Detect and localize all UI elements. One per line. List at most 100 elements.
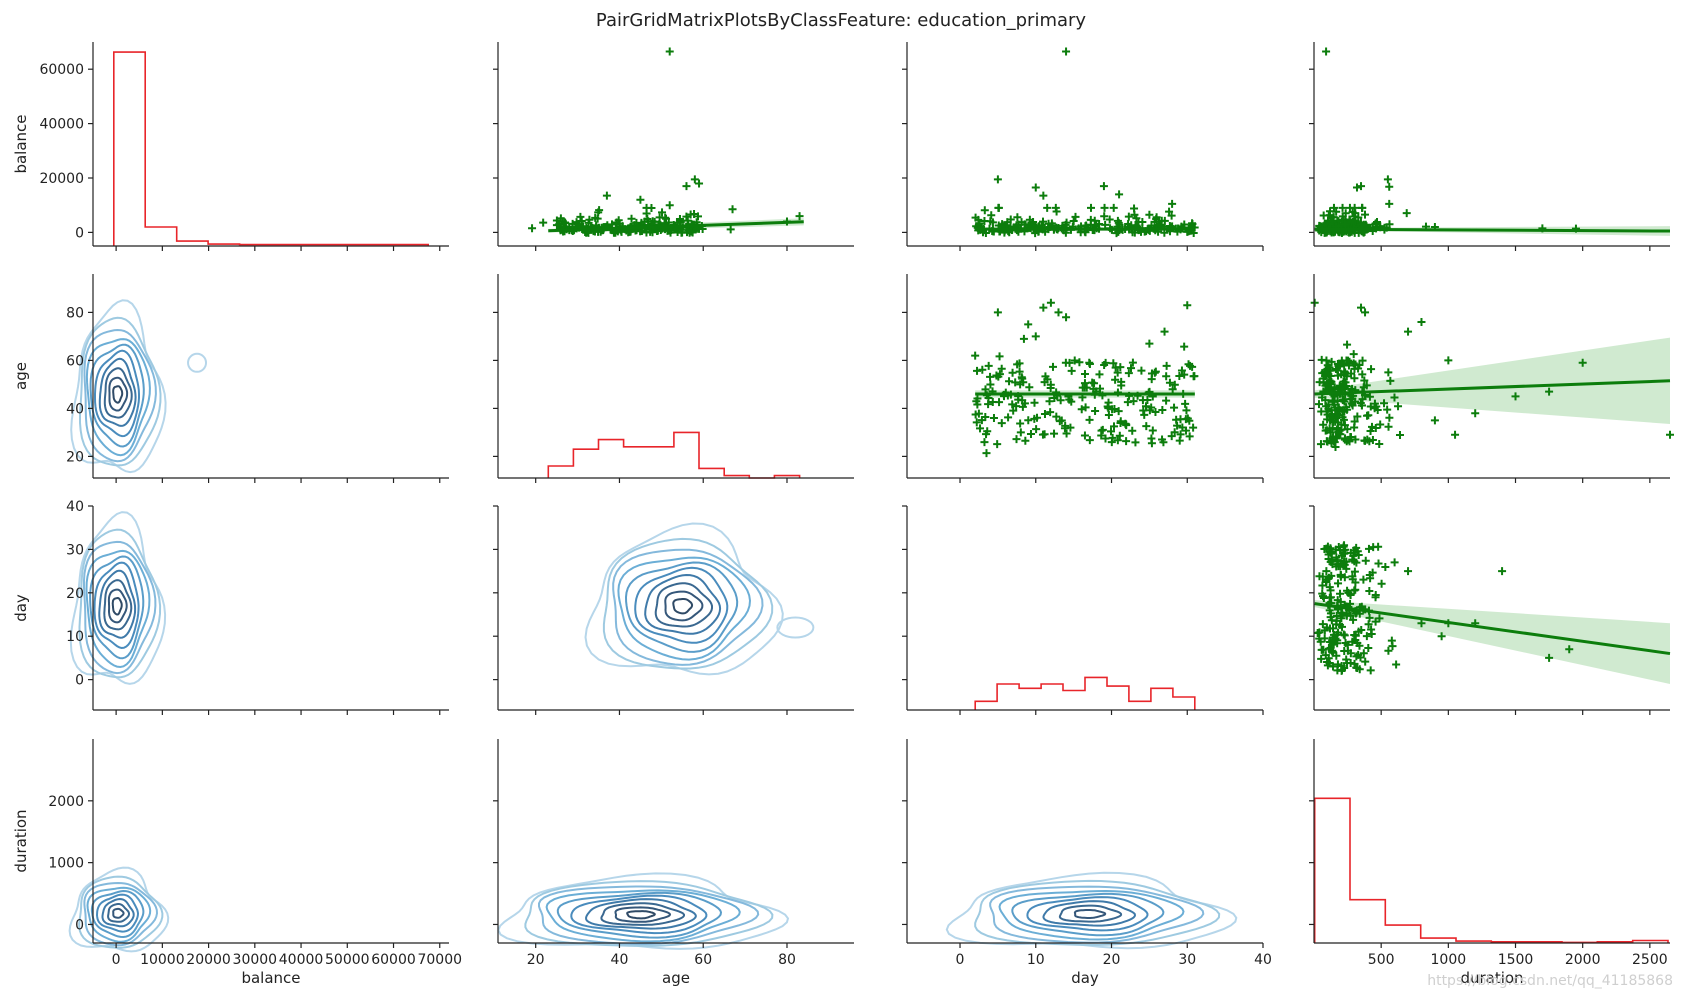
scatter-point: [658, 208, 667, 217]
scatter-point: [971, 213, 980, 222]
scatter-outlier-point: [971, 351, 980, 360]
kde-contour-secondary: [187, 352, 208, 373]
scatter-point: [1115, 220, 1124, 229]
scatter-point: [1329, 662, 1338, 671]
y-tick-label: 40: [66, 401, 84, 417]
figure-title: PairGridMatrixPlotsByClassFeature: educa…: [596, 10, 1086, 31]
y-tick-label: 2000: [48, 794, 84, 810]
scatter-point: [1080, 369, 1089, 378]
y-axis-label-duration: duration: [12, 809, 30, 872]
scatter-point: [1006, 215, 1015, 224]
scatter-point: [1384, 368, 1393, 377]
scatter-point: [1070, 356, 1079, 365]
scatter-point: [1175, 436, 1184, 445]
kde-contour-day-vs-duration: [989, 885, 1205, 944]
scatter-point: [1062, 429, 1071, 438]
scatter-point: [1015, 367, 1024, 376]
kde-contour-age-vs-duration: [524, 880, 774, 947]
scatter-point: [995, 398, 1004, 407]
scatter-outlier-point: [665, 201, 674, 210]
scatter-outlier-point: [1352, 183, 1361, 192]
scatter-point: [1039, 217, 1047, 226]
kde-contour-age-vs-duration: [600, 902, 685, 926]
kde-contour-balance-vs-day: [69, 511, 167, 685]
kde-contour-balance-vs-age: [108, 376, 129, 412]
panel-duration-vs-age: 20 40 60 80 age: [493, 739, 854, 987]
scatter-point: [1015, 359, 1024, 368]
scatter-outlier-point: [1062, 313, 1071, 322]
panel-content-duration-vs-day: [945, 871, 1238, 950]
scatter-point: [1363, 411, 1372, 420]
kde-contour-balance-vs-duration: [101, 897, 135, 928]
scatter-outlier-point: [1145, 339, 1154, 348]
scatter-point: [1088, 378, 1097, 387]
kde-contour-age-vs-day: [664, 590, 704, 622]
kde-contour-balance-vs-day: [83, 540, 157, 675]
scatter-point: [1330, 383, 1339, 392]
scatter-point: [1178, 423, 1187, 432]
scatter-point: [1361, 657, 1370, 666]
scatter-outlier-point: [1666, 430, 1674, 439]
scatter-point: [1333, 557, 1342, 566]
scatter-point: [1045, 397, 1054, 406]
scatter-point: [1090, 216, 1099, 225]
histogram-age: [547, 431, 801, 479]
scatter-point: [1375, 440, 1384, 449]
scatter-point: [1318, 620, 1327, 629]
scatter-point: [1105, 215, 1114, 224]
reg-band-day-vs-duration: [1314, 600, 1670, 684]
scatter-point: [1095, 370, 1104, 379]
scatter-point: [1100, 203, 1109, 212]
scatter-point: [1329, 414, 1338, 423]
histogram-balance: [113, 51, 429, 246]
scatter-point: [1124, 212, 1133, 221]
scatter-point: [1181, 399, 1190, 408]
x-tick-label: 10: [1027, 952, 1045, 968]
scatter-point: [1317, 654, 1326, 663]
scatter-point: [1325, 583, 1334, 592]
scatter-point: [1140, 410, 1149, 419]
kde-contour-balance-vs-duration: [90, 889, 145, 939]
scatter-outlier-point: [1565, 645, 1574, 654]
scatter-point: [1165, 378, 1174, 387]
scatter-point: [1336, 589, 1345, 598]
scatter-point: [1077, 405, 1086, 414]
x-tick-label: 1000: [1431, 952, 1467, 968]
kde-contour-day-vs-duration: [1073, 909, 1107, 919]
scatter-point: [984, 361, 993, 370]
scatter-point: [1358, 203, 1367, 212]
scatter-outlier-point: [1390, 558, 1399, 567]
scatter-outlier-point: [993, 175, 1002, 184]
scatter-point: [1113, 368, 1122, 377]
scatter-point: [1162, 361, 1171, 370]
scatter-point: [675, 215, 684, 224]
scatter-point: [1181, 415, 1190, 424]
kde-contour-age-vs-day: [602, 537, 774, 670]
reg-line-balance-vs-age: [548, 220, 804, 233]
scatter-point: [1067, 397, 1076, 406]
scatter-point: [1017, 373, 1026, 382]
scatter-outlier-point: [1471, 409, 1480, 418]
scatter-point: [1323, 216, 1332, 225]
scatter-point: [1345, 203, 1354, 212]
panel-content-day-vs-balance: [69, 511, 167, 685]
scatter-point: [1107, 438, 1116, 447]
scatter-point: [1040, 410, 1049, 419]
scatter-point: [1030, 398, 1039, 407]
y-tick-label: 60000: [39, 62, 84, 78]
scatter-outlier-point: [1099, 182, 1108, 191]
panel-balance-vs-age: [493, 42, 854, 251]
scatter-point: [1318, 581, 1327, 590]
scatter-point: [1189, 423, 1198, 432]
scatter-point: [1348, 207, 1357, 216]
watermark-text: https://blog.csdn.net/qq_41185868: [1427, 973, 1673, 989]
scatter-point: [1152, 213, 1161, 222]
scatter-outlier-point: [1031, 332, 1040, 341]
kde-contour-day-vs-duration: [1058, 904, 1123, 923]
panel-content-day-vs-day: [974, 676, 1196, 710]
scatter-point: [993, 440, 1002, 449]
x-tick-label: 50000: [325, 952, 370, 968]
scatter-point: [662, 214, 671, 223]
scatter-point: [682, 212, 691, 221]
kde-contour-age-vs-day: [612, 548, 764, 666]
